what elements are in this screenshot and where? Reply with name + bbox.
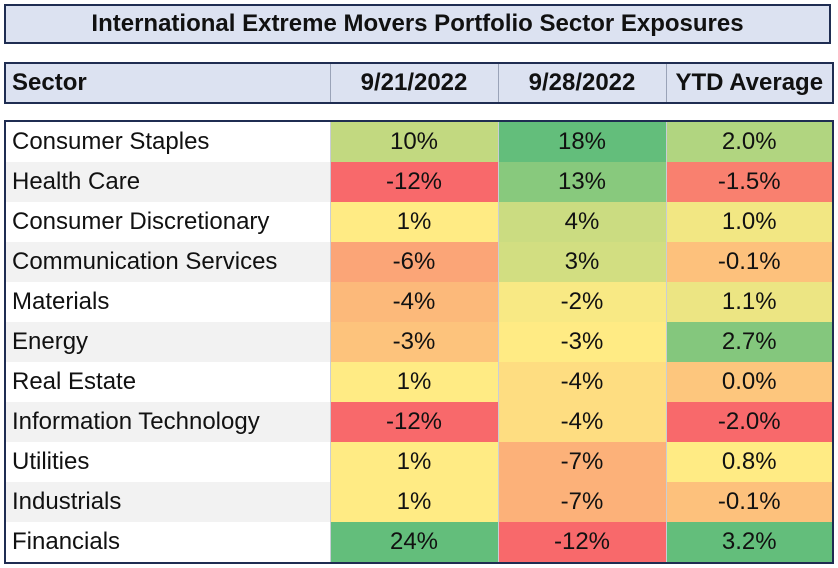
sector-cell: Materials <box>5 282 330 322</box>
value-cell-ytd-average: -2.0% <box>665 402 833 442</box>
value-cell-9-28-2022: -4% <box>497 362 666 402</box>
table-row: Financials 24% -12% 3.2% <box>5 522 833 563</box>
sector-cell: Information Technology <box>5 402 330 442</box>
value-cell-ytd-average: -0.1% <box>665 242 833 282</box>
value-cell-ytd-average: 2.0% <box>665 121 833 162</box>
value-cell-ytd-average: 0.0% <box>665 362 833 402</box>
header-table: Sector 9/21/2022 9/28/2022 YTD Average <box>4 62 834 104</box>
sector-cell: Health Care <box>5 162 330 202</box>
table-row: Consumer Discretionary 1% 4% 1.0% <box>5 202 833 242</box>
value-cell-ytd-average: 1.1% <box>665 282 833 322</box>
value-cell-9-28-2022: -7% <box>497 442 666 482</box>
sector-cell: Consumer Discretionary <box>5 202 330 242</box>
sector-cell: Utilities <box>5 442 330 482</box>
value-cell-ytd-average: -1.5% <box>665 162 833 202</box>
header-row: Sector 9/21/2022 9/28/2022 YTD Average <box>5 63 833 103</box>
value-cell-9-21-2022: -12% <box>329 162 498 202</box>
value-cell-9-28-2022: -2% <box>497 282 666 322</box>
value-cell-9-21-2022: -3% <box>329 322 498 362</box>
value-cell-9-21-2022: 1% <box>329 442 498 482</box>
sector-cell: Consumer Staples <box>5 121 330 162</box>
value-cell-9-21-2022: 1% <box>329 482 498 522</box>
table-row: Utilities 1% -7% 0.8% <box>5 442 833 482</box>
value-cell-9-21-2022: -6% <box>329 242 498 282</box>
value-cell-9-28-2022: 3% <box>497 242 666 282</box>
table-row: Health Care -12% 13% -1.5% <box>5 162 833 202</box>
value-cell-9-28-2022: 13% <box>497 162 666 202</box>
value-cell-9-28-2022: 18% <box>497 121 666 162</box>
sector-cell: Real Estate <box>5 362 330 402</box>
sector-cell: Financials <box>5 522 330 563</box>
data-table: Consumer Staples 10% 18% 2.0% Health Care -12… <box>4 120 834 564</box>
column-header-date-2: 9/28/2022 <box>497 63 666 103</box>
value-cell-9-21-2022: -12% <box>329 402 498 442</box>
value-cell-9-21-2022: 1% <box>329 362 498 402</box>
sector-cell: Industrials <box>5 482 330 522</box>
column-header-date-1: 9/21/2022 <box>329 63 498 103</box>
value-cell-9-21-2022: 10% <box>329 121 498 162</box>
sector-cell: Communication Services <box>5 242 330 282</box>
value-cell-9-21-2022: -4% <box>329 282 498 322</box>
table-row: Materials -4% -2% 1.1% <box>5 282 833 322</box>
value-cell-9-28-2022: -7% <box>497 482 666 522</box>
table-row: Industrials 1% -7% -0.1% <box>5 482 833 522</box>
value-cell-ytd-average: 0.8% <box>665 442 833 482</box>
sector-cell: Energy <box>5 322 330 362</box>
value-cell-9-28-2022: 4% <box>497 202 666 242</box>
table-row: Information Technology -12% -4% -2.0% <box>5 402 833 442</box>
value-cell-ytd-average: 1.0% <box>665 202 833 242</box>
value-cell-ytd-average: 2.7% <box>665 322 833 362</box>
table-row: Communication Services -6% 3% -0.1% <box>5 242 833 282</box>
value-cell-9-28-2022: -12% <box>497 522 666 563</box>
column-header-sector: Sector <box>5 63 330 103</box>
table-row: Real Estate 1% -4% 0.0% <box>5 362 833 402</box>
value-cell-ytd-average: 3.2% <box>665 522 833 563</box>
value-cell-9-21-2022: 24% <box>329 522 498 563</box>
table-row: Consumer Staples 10% 18% 2.0% <box>5 121 833 162</box>
table-row: Energy -3% -3% 2.7% <box>5 322 833 362</box>
value-cell-9-28-2022: -4% <box>497 402 666 442</box>
value-cell-ytd-average: -0.1% <box>665 482 833 522</box>
value-cell-9-21-2022: 1% <box>329 202 498 242</box>
column-header-ytd: YTD Average <box>665 63 833 103</box>
table-title: International Extreme Movers Portfolio S… <box>4 4 831 44</box>
value-cell-9-28-2022: -3% <box>497 322 666 362</box>
